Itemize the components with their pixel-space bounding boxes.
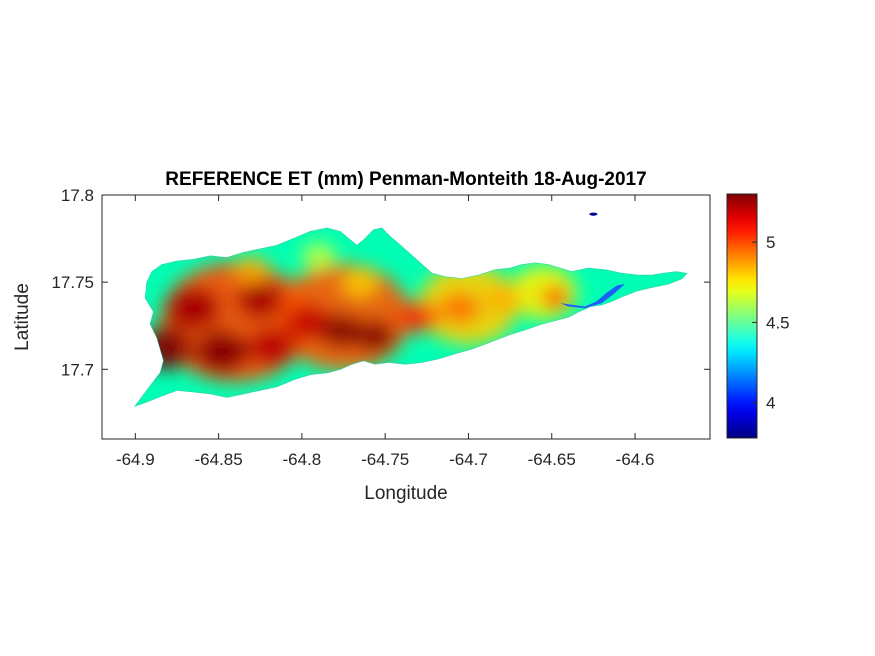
- hotspot-7: [355, 320, 396, 353]
- broad-far-east-region: [510, 265, 577, 320]
- hotspot-12: [235, 256, 269, 284]
- east-tip-low-values: [560, 283, 625, 309]
- hotspot-1: [166, 286, 221, 330]
- chart-title: REFERENCE ET (mm) Penman-Monteith 18-Aug…: [165, 169, 646, 190]
- x-tick-label-6: -64.6: [616, 450, 655, 469]
- islet-mark: [589, 212, 598, 216]
- y-axis-ticks: 17.7 17.75 17.8: [51, 186, 710, 379]
- colorbar-ticks: 44.55: [752, 233, 790, 413]
- x-tick-label-1: -64.85: [195, 450, 243, 469]
- hotspot-2: [195, 330, 249, 374]
- plot-area: -64.9 -64.85 -64.8 -64.75 -64.7 -64.65 -64.6 1…: [51, 186, 711, 469]
- hotspot-13: [301, 242, 336, 270]
- hotspot-10: [485, 284, 522, 315]
- y-tick-label-0: 17.7: [61, 360, 94, 379]
- x-tick-label-5: -64.65: [528, 450, 576, 469]
- y-axis-label: Latitude: [12, 283, 33, 351]
- colorbar: 44.55: [726, 193, 790, 439]
- colorbar-tick-label-0: 4: [766, 394, 775, 413]
- x-tick-label-2: -64.8: [283, 450, 322, 469]
- colorbar-gradient: [726, 193, 758, 439]
- hotspot-3: [236, 280, 284, 319]
- hotspot-4: [248, 327, 296, 366]
- colorbar-tick-label-1: 4.5: [766, 313, 790, 332]
- hotspot-6: [320, 313, 364, 349]
- x-axis-ticks: -64.9 -64.85 -64.8 -64.75 -64.7 -64.65 -64.6: [116, 195, 654, 469]
- y-tick-label-1: 17.75: [51, 273, 94, 292]
- x-tick-label-3: -64.75: [361, 450, 409, 469]
- hotspot-5: [285, 303, 332, 341]
- x-tick-label-0: -64.9: [116, 450, 155, 469]
- hotspot-14: [343, 268, 377, 296]
- hotspot-9: [440, 292, 481, 325]
- x-tick-label-4: -64.7: [449, 450, 488, 469]
- axes-box: [101, 194, 711, 440]
- y-tick-label-2: 17.8: [61, 186, 94, 205]
- hotspot-11: [541, 287, 569, 309]
- x-axis-label: Longitude: [364, 483, 447, 504]
- hotspot-8: [398, 301, 439, 333]
- colorbar-tick-label-2: 5: [766, 233, 775, 252]
